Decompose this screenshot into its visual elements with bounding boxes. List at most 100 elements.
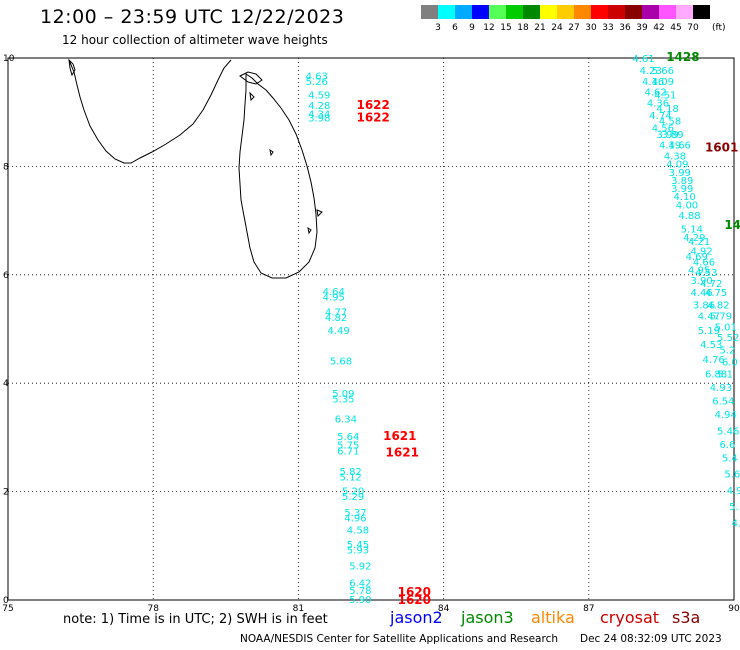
wave-height-value: 4.00 [676, 200, 698, 211]
wave-height-value: 4.82 [325, 313, 347, 324]
color-scale-swatch [540, 5, 557, 19]
footer-timestamp: Dec 24 08:32:09 UTC 2023 [580, 633, 722, 645]
wave-height-value: 4.74 [649, 111, 671, 122]
color-scale-swatch [574, 5, 591, 19]
coastline [68, 58, 323, 279]
wave-height-value: 5.35 [332, 394, 354, 405]
wave-height-value: 4.09 [652, 77, 674, 88]
color-scale-label: 24 [551, 23, 563, 33]
color-scale-label: 6 [452, 23, 458, 33]
map-title: 12:00 – 23:59 UTC 12/22/2023 [40, 6, 345, 28]
wave-height-value: 5.29 [342, 492, 364, 503]
wave-height-value: 5.79 [710, 311, 732, 322]
map-axes: 75 78 81 84 87 90 0 2 4 6 8 10 [2, 54, 740, 614]
wave-height-value: 6.88 [705, 369, 727, 380]
color-scale-label: 15 [500, 23, 512, 33]
lon-tick-label: 84 [438, 604, 450, 614]
wave-height-value: 4.76 [703, 355, 725, 366]
wave-height-value: 4.92 [690, 246, 712, 257]
wave-height-value: 3.89 [671, 176, 693, 187]
wave-height-value: 4.64 [323, 287, 345, 298]
footer-credit: NOAA/NESDIS Center for Satellite Applica… [240, 633, 558, 645]
wave-height-value: 4.23 [640, 66, 662, 77]
wave-height-value: 5.14 [681, 225, 703, 236]
pass-time-label: 1621 [386, 446, 419, 460]
wave-height-value: 4.53 [695, 268, 717, 279]
pass-time-label: 1620 [398, 585, 431, 599]
wave-height-value: 3.99 [669, 168, 691, 179]
wave-height-value: 6.34 [335, 414, 357, 425]
color-scale-label: 12 [483, 23, 495, 33]
lat-tick-label: 2 [3, 488, 9, 498]
map-subtitle: 12 hour collection of altimeter wave hei… [62, 33, 328, 47]
wave-height-value: 5.1 [717, 369, 733, 380]
wave-height-value: 5.4 [722, 453, 738, 464]
sri-lanka-coastline [238, 73, 318, 279]
map-note: note: 1) Time is in UTC; 2) SWH is in fe… [63, 612, 328, 627]
wave-height-value: 4.49 [327, 326, 349, 337]
wave-height-value: 4.19 [659, 141, 681, 152]
color-scale-swatch [557, 5, 574, 19]
coast-islet [269, 148, 274, 157]
wave-height-value: 4.88 [678, 211, 700, 222]
wave-height-value: 4.51 [654, 90, 676, 101]
wave-height-value: 4.95 [688, 265, 710, 276]
wave-height-value: 4.95 [323, 292, 345, 303]
wave-height-value: 5.68 [330, 356, 352, 367]
altimeter-tracks: 4.635.264.594.284.343.984.644.954.774.82… [306, 54, 740, 606]
wave-height-value: 4.72 [700, 279, 722, 290]
wave-height-value: 5.45 [347, 540, 369, 551]
wave-height-value: 4.63 [306, 71, 328, 82]
wave-height-value: 4.56 [652, 123, 674, 134]
lon-tick-label: 90 [728, 604, 740, 614]
wave-height-value: 5.20 [342, 487, 364, 498]
wave-height-value: 5.52 [717, 333, 739, 344]
wave-height-value: 4.58 [347, 526, 369, 537]
wave-height-value: 4.09 [666, 160, 688, 171]
pass-time-label: 14 [724, 218, 740, 232]
color-scale-label: 39 [636, 23, 648, 33]
wave-height-value: 3.99 [671, 184, 693, 195]
wave-height-value: 5.75 [337, 440, 359, 451]
map-grid [7, 57, 735, 601]
wave-height-value: 5.64 [337, 432, 359, 443]
wave-height-value: 5.66 [652, 66, 674, 77]
color-scale-label: 36 [619, 23, 631, 33]
color-scale-swatch [591, 5, 608, 19]
color-scale-swatch [625, 5, 642, 19]
wave-height-value: 5.90 [349, 595, 371, 606]
color-scale-swatch [472, 5, 489, 19]
wave-height-value: 4.28 [308, 101, 330, 112]
wave-height-value: 4.58 [659, 116, 681, 127]
color-scale-swatch [523, 5, 540, 19]
wave-height-value: 4.96 [344, 514, 366, 525]
lon-tick-label: 78 [147, 604, 159, 614]
wave-height-value: 4.46 [690, 288, 712, 299]
color-scale-label: 18 [517, 23, 529, 33]
coast-islet [249, 91, 255, 102]
wave-height-value: 4.53 [700, 340, 722, 351]
wave-height-value: 5.01 [715, 322, 737, 333]
wave-height-value: 4.66 [693, 257, 715, 268]
wave-height-value: 5.1 [729, 502, 740, 513]
color-scale-swatch [421, 5, 438, 19]
legend-jason3: jason3 [461, 608, 514, 627]
wave-height-value: 3.86 [693, 301, 715, 312]
wave-height-value: 4.18 [657, 104, 679, 115]
wave-height-value: 6.6 [719, 440, 735, 451]
wave-height-value: 5.82 [340, 467, 362, 478]
coast-islet [307, 226, 312, 235]
wave-height-value: 5.37 [344, 508, 366, 519]
wave-height-value: 3.89 [661, 130, 683, 141]
wave-height-value: 4.62 [644, 88, 666, 99]
lat-tick-label: 0 [3, 596, 9, 606]
pass-time-label: 1621 [383, 429, 416, 443]
color-scale-swatch [659, 5, 676, 19]
wave-height-value: 4.82 [707, 301, 729, 312]
wave-height-value: 4.61 [632, 54, 654, 65]
wave-height-value: 5.46 [717, 426, 739, 437]
legend-s3a: s3a [672, 608, 701, 627]
wave-height-value: 5.26 [306, 77, 328, 88]
pass-time-label: 1620 [398, 593, 431, 607]
